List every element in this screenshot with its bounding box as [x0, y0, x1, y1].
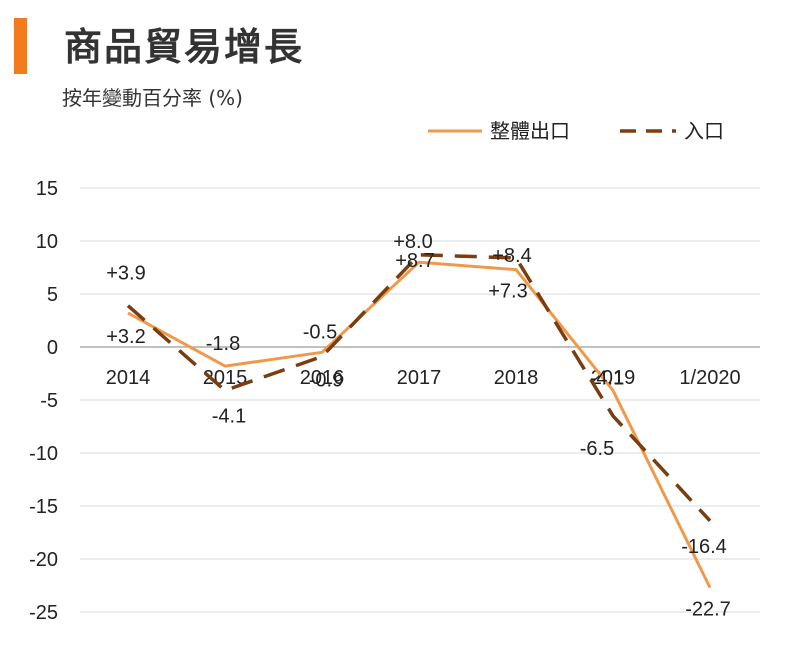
legend-label-exports: 整體出口 — [490, 120, 570, 143]
exports-data-label: +7.3 — [488, 281, 527, 303]
x-tick-label: 2018 — [494, 367, 539, 389]
exports-series-line — [127, 260, 712, 589]
chart-subtitle: 按年變動百分率 (%) — [62, 86, 243, 110]
imports-data-label: +8.7 — [395, 250, 434, 272]
y-tick-label: 5 — [47, 284, 58, 306]
y-tick-label: 15 — [36, 178, 58, 200]
x-tick-label: 2019 — [591, 367, 636, 389]
y-tick-label: 10 — [36, 231, 58, 253]
imports-data-label: -4.1 — [212, 405, 246, 427]
imports-data-label: +3.9 — [106, 263, 145, 285]
chart-title: 商品貿易增長 — [64, 25, 305, 69]
y-tick-label: -10 — [29, 443, 58, 465]
title-accent-bar — [14, 18, 27, 74]
x-tick-label: 2017 — [397, 367, 442, 389]
legend-label-imports: 入口 — [684, 121, 724, 143]
y-tick-label: -25 — [29, 602, 58, 624]
exports-data-label: -4.1 — [590, 367, 624, 389]
y-tick-label: -5 — [40, 390, 58, 412]
y-tick-label: 0 — [47, 337, 58, 359]
exports-data-label: -1.8 — [206, 333, 240, 355]
y-tick-label: -15 — [29, 496, 58, 518]
exports-data-label: -22.7 — [685, 599, 731, 621]
exports-data-label: +3.2 — [106, 326, 145, 348]
imports-series-line — [126, 253, 712, 523]
x-tick-label: 2015 — [203, 367, 248, 389]
x-tick-label: 2016 — [300, 367, 345, 389]
exports-data-label: +8.0 — [393, 231, 432, 253]
imports-data-label: +8.4 — [492, 245, 531, 267]
y-tick-label: -20 — [29, 549, 58, 571]
x-tick-label: 1/2020 — [679, 367, 740, 389]
imports-data-label: -6.5 — [580, 438, 614, 460]
exports-data-label: -0.5 — [303, 321, 337, 343]
x-tick-label: 2014 — [106, 367, 151, 389]
imports-data-label: -16.4 — [681, 536, 727, 558]
imports-data-label: -0.9 — [309, 370, 343, 392]
